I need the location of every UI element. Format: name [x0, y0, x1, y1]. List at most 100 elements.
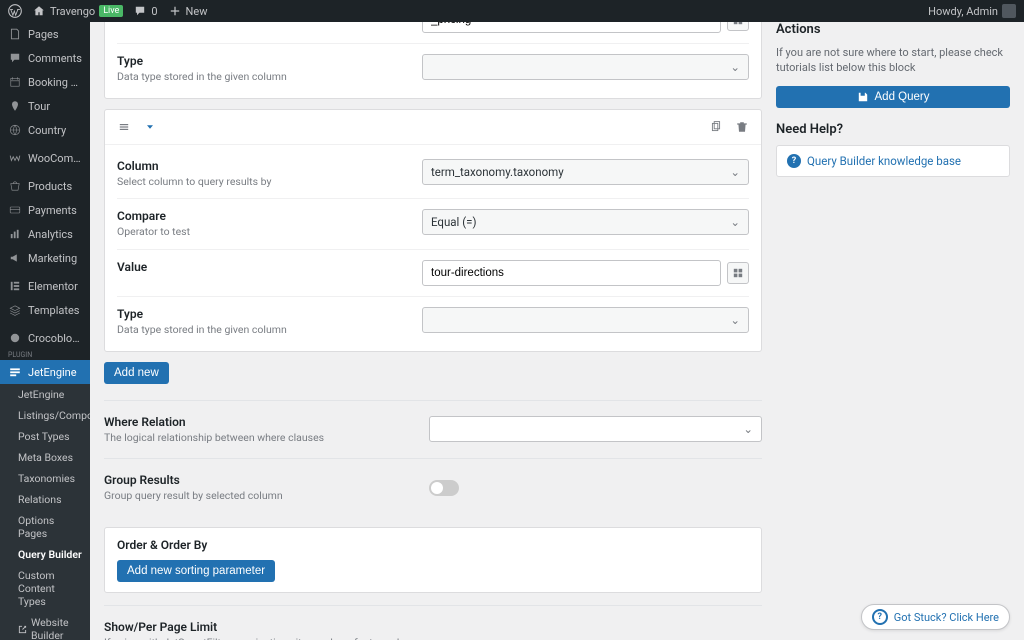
type-select[interactable]: ⌄ [422, 307, 749, 333]
comment-icon [8, 51, 22, 65]
chevron-down-icon: ⌄ [730, 313, 740, 327]
kb-link-box[interactable]: ? Query Builder knowledge base [776, 145, 1010, 177]
sidebar-item-templates[interactable]: Templates [0, 298, 90, 322]
submenu-item[interactable]: Options Pages [0, 510, 90, 544]
trash-icon[interactable] [733, 118, 751, 136]
field-label: Column [117, 159, 406, 173]
globe-icon [8, 123, 22, 137]
submenu-item[interactable]: Meta Boxes [0, 447, 90, 468]
sidebar-item-pages[interactable]: Pages [0, 22, 90, 46]
howdy-link[interactable]: Howdy, Admin [928, 4, 1016, 18]
sidebar-item-comments[interactable]: Comments [0, 46, 90, 70]
where-relation-select[interactable]: ⌄ [429, 416, 762, 442]
product-icon [8, 179, 22, 193]
panel-title: Order & Order By [117, 538, 749, 552]
submenu-item[interactable]: Post Types [0, 426, 90, 447]
submenu-item[interactable]: Relations [0, 489, 90, 510]
field-label: Type [117, 307, 406, 321]
chart-icon [8, 227, 22, 241]
sidebar-item-products[interactable]: Products [0, 174, 90, 198]
field-label: Value [117, 260, 406, 274]
site-name: Travengo [50, 5, 95, 18]
submenu-item-website-builder[interactable]: Website Builder [0, 612, 90, 640]
field-label: Show/Per Page Limit [104, 620, 413, 634]
field-desc: Data type stored in the given column [117, 70, 406, 84]
submenu-item[interactable]: Custom Content Types [0, 565, 90, 612]
new-label: New [186, 5, 208, 18]
submenu-item[interactable]: JetEngine [0, 384, 90, 405]
sidebar-item-country[interactable]: Country [0, 118, 90, 142]
live-badge: Live [99, 5, 123, 17]
group-results-toggle[interactable] [429, 480, 459, 496]
home-icon [32, 4, 46, 18]
submenu-item-current[interactable]: Query Builder [0, 544, 90, 565]
column-select[interactable]: term_taxonomy.taxonomy⌄ [422, 159, 749, 185]
sidebar-item-label: WooCommerce [28, 152, 82, 165]
help-box: Need Help? ? Query Builder knowledge bas… [776, 122, 1010, 177]
sidebar-item-label: Country [28, 124, 66, 137]
plus-icon [168, 4, 182, 18]
howdy-text: Howdy, Admin [928, 5, 998, 18]
box-desc: If you are not sure where to start, plea… [776, 45, 1010, 76]
type-select[interactable]: ⌄ [422, 54, 749, 80]
submenu-item[interactable]: Taxonomies [0, 468, 90, 489]
comments-link[interactable]: 0 [133, 4, 157, 18]
field-label: Type [117, 54, 406, 68]
sidebar-item-label: JetEngine [28, 366, 77, 379]
field-desc: Data type stored in the given column [117, 323, 406, 337]
dynamic-tag-button[interactable] [727, 262, 749, 284]
external-icon [18, 625, 27, 634]
new-link[interactable]: New [168, 4, 208, 18]
sidebar-item-label: Crocoblock [28, 332, 82, 345]
drag-handle-icon[interactable] [115, 118, 133, 136]
sidebar-item-label: Products [28, 180, 72, 193]
field-desc: The logical relationship between where c… [104, 431, 413, 445]
submenu-item[interactable]: Listings/Components [0, 405, 90, 426]
woo-icon [8, 151, 22, 165]
box-title: Need Help? [776, 122, 1010, 137]
comments-count: 0 [151, 5, 157, 18]
add-new-button[interactable]: Add new [104, 362, 169, 384]
help-icon: ? [787, 154, 801, 168]
save-icon [857, 91, 869, 103]
sidebar-item-payments[interactable]: Payments [0, 198, 90, 222]
field-label: Group Results [104, 473, 413, 487]
compare-select[interactable]: Equal (=)⌄ [422, 209, 749, 235]
sidebar-item-elementor[interactable]: Elementor [0, 274, 90, 298]
collapse-toggle-icon[interactable] [141, 118, 159, 136]
got-stuck-button[interactable]: ? Got Stuck? Click Here [861, 604, 1010, 630]
where-clause-card: Column Select column to query results by… [104, 109, 762, 352]
chevron-down-icon: ⌄ [743, 422, 753, 436]
kb-link[interactable]: Query Builder knowledge base [807, 154, 961, 168]
chevron-down-icon: ⌄ [730, 60, 740, 74]
sidebar-item-jetengine[interactable]: JetEngine [0, 360, 90, 384]
sidebar-item-woocommerce[interactable]: WooCommerce [0, 146, 90, 170]
field-desc: Operator to test [117, 225, 406, 239]
sidebar-item-label: Comments [28, 52, 82, 65]
jet-icon [8, 365, 22, 379]
field-label: Where Relation [104, 415, 413, 429]
sidebar-item-tour[interactable]: Tour [0, 94, 90, 118]
sidebar-item-crocoblock[interactable]: Crocoblock [0, 326, 90, 350]
sidebar-item-label: Templates [28, 304, 79, 317]
help-icon: ? [872, 609, 888, 625]
add-query-button[interactable]: Add Query [776, 86, 1010, 108]
submenu-link-label: Website Builder [31, 616, 82, 640]
dynamic-tag-button[interactable] [727, 22, 749, 31]
site-link[interactable]: Travengo Live [32, 4, 123, 18]
admin-top-bar: Travengo Live 0 New Howdy, Admin [0, 0, 1024, 22]
wordpress-icon [8, 4, 22, 18]
layers-icon [8, 303, 22, 317]
copy-icon[interactable] [707, 118, 725, 136]
main-content: Value Type Data type stored in the given… [90, 22, 1024, 640]
value-input[interactable] [422, 22, 721, 33]
sidebar-item-analytics[interactable]: Analytics [0, 222, 90, 246]
sidebar-item-booking-order[interactable]: Booking Order [0, 70, 90, 94]
chevron-down-icon: ⌄ [730, 215, 740, 229]
value-input[interactable] [422, 260, 721, 286]
plugin-tag: PLUGIN [0, 350, 90, 360]
sidebar-item-marketing[interactable]: Marketing [0, 246, 90, 270]
add-sorting-button[interactable]: Add new sorting parameter [117, 560, 275, 582]
sidebar-item-label: Pages [28, 28, 59, 41]
wp-logo[interactable] [8, 4, 22, 18]
